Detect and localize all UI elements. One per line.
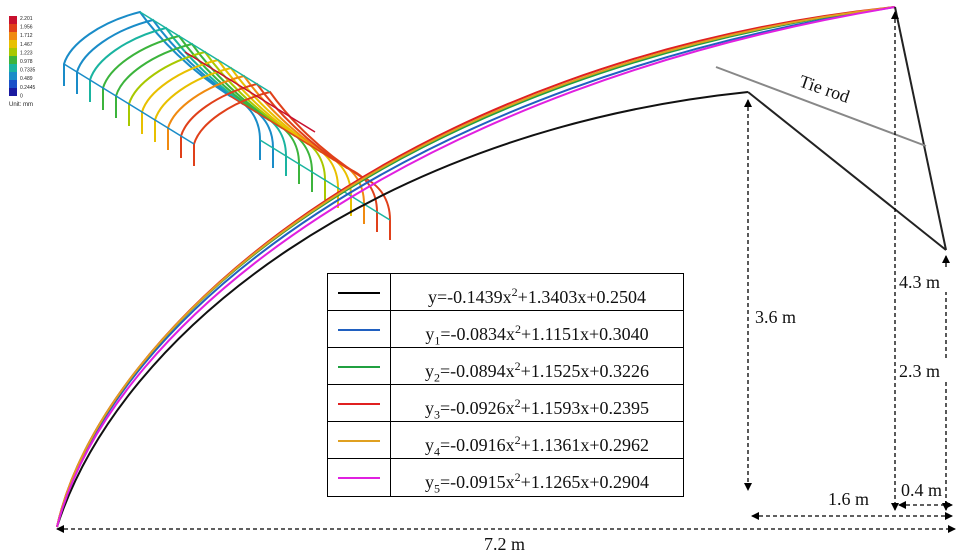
structure-longitudinal-member bbox=[139, 11, 271, 93]
colorbar-swatch bbox=[9, 40, 17, 48]
colorbar-tick-label: 0 bbox=[20, 93, 23, 99]
arch-curve-y1 bbox=[56, 6, 896, 528]
colorbar-tick-label: 1.956 bbox=[20, 25, 33, 31]
truss-members bbox=[715, 6, 947, 251]
legend-row: y4=-0.0916x2+1.1361x+0.2962 bbox=[328, 422, 683, 459]
colorbar-swatch bbox=[9, 48, 17, 56]
structure-rib bbox=[167, 74, 365, 224]
legend-swatch bbox=[338, 292, 380, 294]
lower-chord bbox=[747, 91, 947, 251]
colorbar-tick-label: 1.712 bbox=[20, 33, 33, 39]
colorbar-swatch bbox=[9, 64, 17, 72]
dim-label-2-3: 2.3 m bbox=[899, 361, 940, 381]
legend-row: y2=-0.0894x2+1.1525x+0.3226 bbox=[328, 348, 683, 385]
structure-longitudinal-member bbox=[259, 139, 391, 221]
colorbar-swatch bbox=[9, 72, 17, 80]
structure-rib bbox=[141, 58, 339, 208]
colorbar-swatch bbox=[9, 32, 17, 40]
legend-row: y1=-0.0834x2+1.1151x+0.3040 bbox=[328, 311, 683, 348]
dimension-lines bbox=[56, 11, 956, 533]
dim-label-3-6: 3.6 m bbox=[755, 307, 796, 327]
legend-swatch-cell bbox=[328, 459, 391, 496]
legend-swatch-cell bbox=[328, 274, 391, 310]
structure-rib bbox=[180, 82, 378, 232]
legend-row: y5=-0.0915x2+1.1265x+0.2904 bbox=[328, 459, 683, 496]
legend-equation: y3=-0.0926x2+1.1593x+0.2395 bbox=[425, 396, 649, 422]
colorbar-tick-label: 0.7335 bbox=[20, 68, 36, 74]
colorbar-swatch bbox=[9, 88, 17, 96]
legend-row: y3=-0.0926x2+1.1593x+0.2395 bbox=[328, 385, 683, 422]
colorbar-tick-label: 0.2445 bbox=[20, 85, 36, 91]
arch-curves bbox=[56, 6, 896, 528]
dim-label-0-4: 0.4 m bbox=[901, 480, 942, 500]
legend-swatch bbox=[338, 440, 380, 442]
colorbar: 2.201 1.956 1.712 1.467 1.223 0.978 0.7335 0.48… bbox=[9, 16, 36, 99]
colorbar-tick-label: 0.489 bbox=[20, 76, 33, 82]
structure-rib bbox=[154, 66, 352, 216]
colorbar-swatch bbox=[9, 56, 17, 64]
legend-swatch-cell bbox=[328, 348, 391, 384]
legend-table: y=-0.1439x2+1.3403x+0.2504 y1=-0.0834x2+1… bbox=[327, 273, 684, 497]
arch-curve-y4 bbox=[56, 6, 896, 528]
colorbar-unit-label: Unit: mm bbox=[9, 102, 33, 108]
right-leg bbox=[894, 6, 947, 251]
legend-row: y=-0.1439x2+1.3403x+0.2504 bbox=[328, 274, 683, 311]
arch-curve-y5 bbox=[56, 6, 896, 528]
dim-label-1-6: 1.6 m bbox=[828, 489, 869, 509]
legend-equation: y=-0.1439x2+1.3403x+0.2504 bbox=[428, 285, 646, 307]
structure-longitudinal-member bbox=[229, 95, 361, 177]
legend-swatch bbox=[338, 329, 380, 331]
dim-label-7-2: 7.2 m bbox=[484, 534, 525, 553]
legend-swatch-cell bbox=[328, 385, 391, 421]
legend-swatch-cell bbox=[328, 311, 391, 347]
colorbar-swatch bbox=[9, 16, 17, 24]
legend-equation: y4=-0.0916x2+1.1361x+0.2962 bbox=[425, 433, 649, 459]
structure-rib bbox=[115, 42, 313, 192]
legend-swatch bbox=[338, 403, 380, 405]
legend-swatch-cell bbox=[328, 422, 391, 458]
structure-rib bbox=[102, 34, 300, 184]
greenhouse-3d-deformation-model bbox=[63, 10, 391, 240]
structure-longitudinal-member bbox=[63, 63, 195, 145]
dim-label-4-3: 4.3 m bbox=[899, 272, 940, 292]
legend-swatch bbox=[338, 477, 380, 479]
structure-rib bbox=[89, 26, 287, 176]
legend-equation: y5=-0.0915x2+1.1265x+0.2904 bbox=[425, 470, 649, 496]
legend-equation: y2=-0.0894x2+1.1525x+0.3226 bbox=[425, 359, 649, 385]
colorbar-tick-label: 1.467 bbox=[20, 42, 33, 48]
colorbar-tick-label: 0.978 bbox=[20, 59, 33, 65]
legend-equation: y1=-0.0834x2+1.1151x+0.3040 bbox=[425, 322, 649, 348]
colorbar-tick-label: 2.201 bbox=[20, 16, 33, 22]
structure-rib bbox=[128, 50, 326, 200]
structure-longitudinal-member bbox=[184, 51, 316, 133]
colorbar-swatch bbox=[9, 24, 17, 32]
arch-curve-y bbox=[56, 91, 749, 528]
colorbar-swatch bbox=[9, 80, 17, 88]
colorbar-tick-label: 1.223 bbox=[20, 50, 33, 56]
structure-rib bbox=[76, 18, 274, 168]
structure-rib bbox=[63, 10, 261, 160]
legend-swatch bbox=[338, 366, 380, 368]
structure-rib bbox=[193, 90, 391, 240]
